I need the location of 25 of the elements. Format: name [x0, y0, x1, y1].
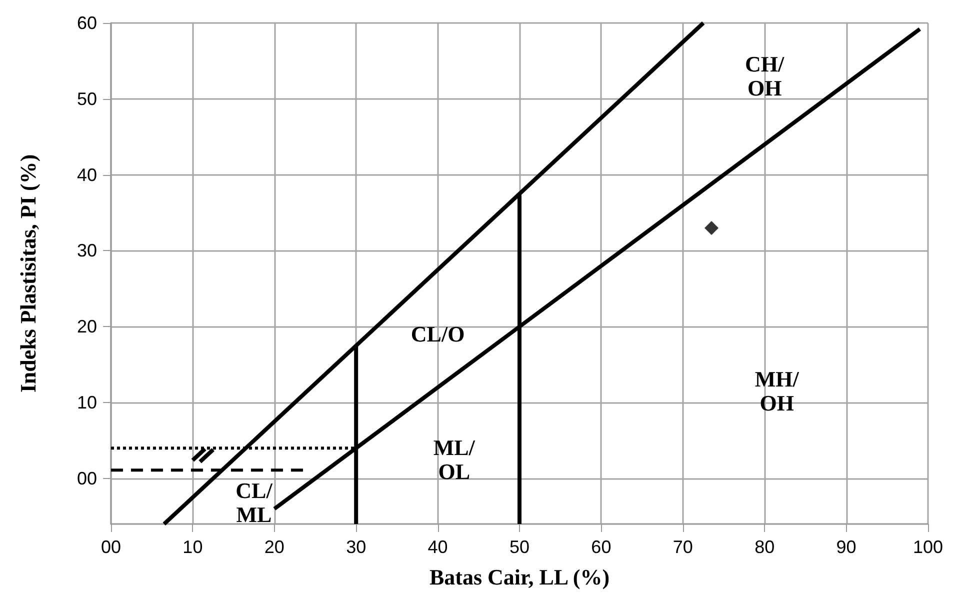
x-tick-label: 80 — [754, 537, 775, 557]
x-tick-label: 70 — [672, 537, 693, 557]
x-axis-title: Batas Cair, LL (%) — [429, 564, 610, 590]
x-tick-label: 50 — [509, 537, 530, 557]
x-tick-label: 30 — [346, 537, 366, 557]
annotation: MH/ OH — [754, 366, 800, 416]
x-tick-label: 40 — [428, 537, 448, 557]
y-tick-label: 10 — [76, 392, 97, 413]
x-tick-label: 20 — [264, 537, 284, 557]
y-tick-label: 20 — [76, 316, 97, 337]
annotation: CL/O — [410, 322, 465, 347]
annotation: ML/ OL — [433, 434, 476, 484]
x-tick-label: 00 — [100, 537, 122, 557]
y-tick-label: 40 — [76, 164, 97, 185]
x-tick-label: 60 — [591, 537, 612, 557]
annotation: CL/ ML — [236, 478, 274, 528]
y-tick-label: 50 — [76, 88, 97, 109]
y-tick-label: 30 — [76, 240, 97, 261]
y-tick-label: 00 — [76, 468, 97, 488]
x-tick-label: 100 — [912, 537, 944, 557]
x-tick-label: 10 — [182, 537, 203, 557]
annotation: CH/ OH — [745, 52, 786, 101]
y-axis-title: Indeks Plastisitas, PI (%) — [16, 154, 40, 393]
x-tick-label: 90 — [836, 537, 856, 557]
y-tick-label: 60 — [76, 13, 97, 33]
